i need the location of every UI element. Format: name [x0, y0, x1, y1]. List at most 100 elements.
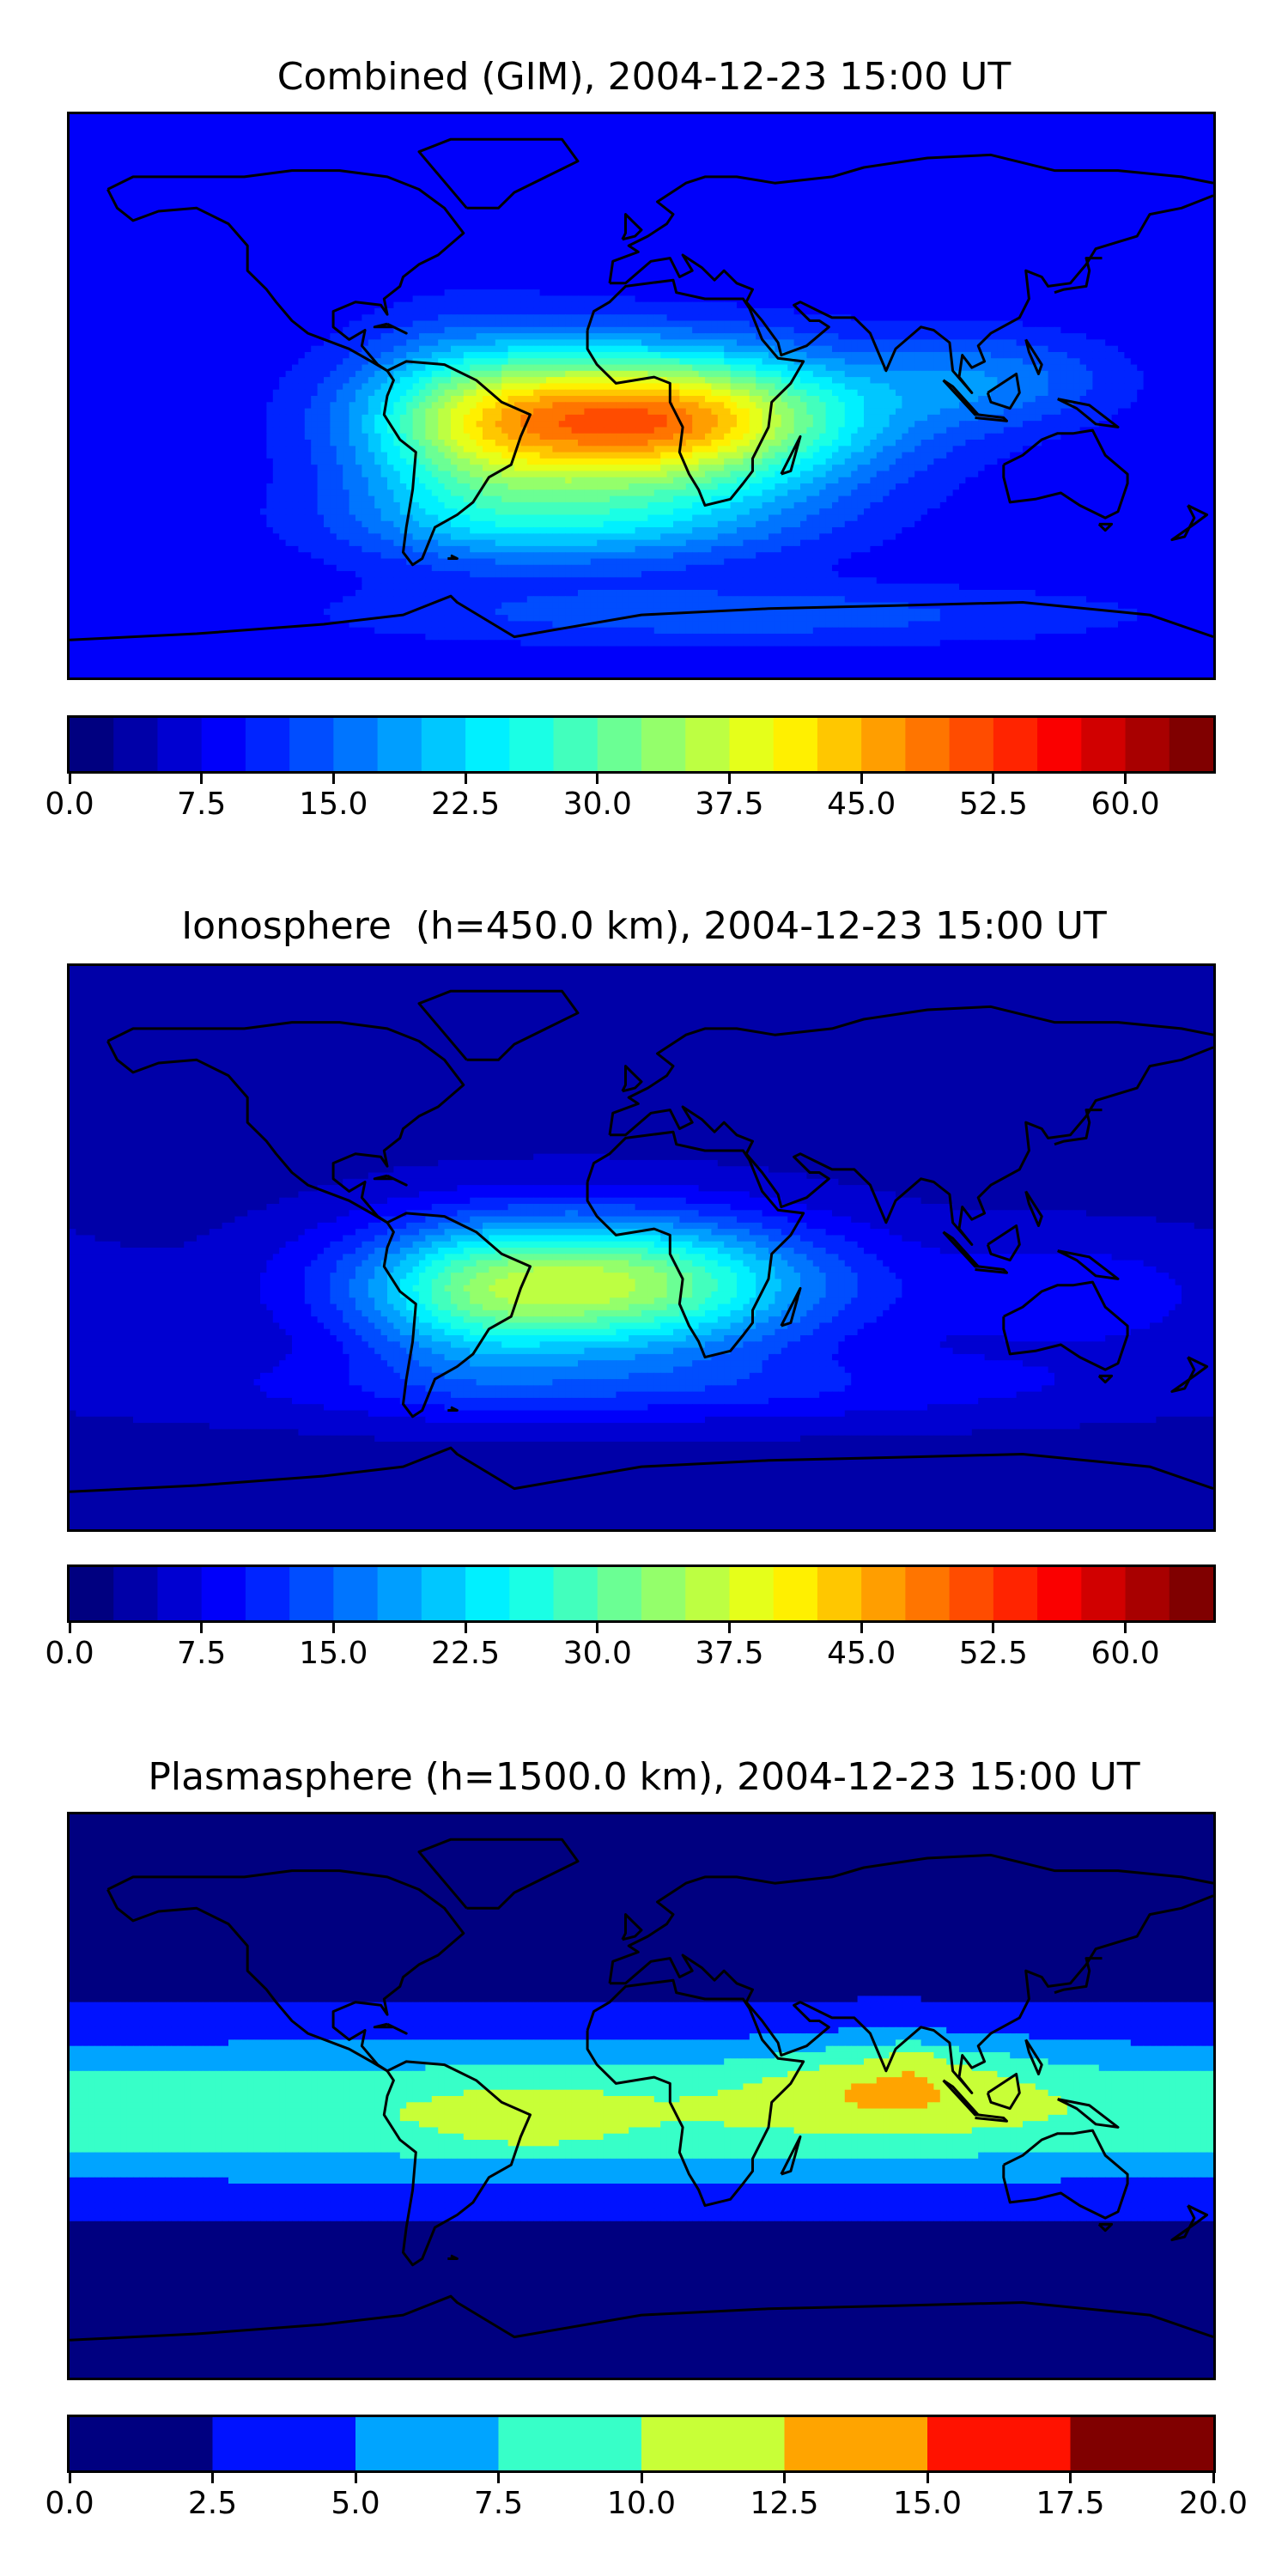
- colorbar-swatch-14: [685, 718, 730, 771]
- colorbar-swatch-4: [245, 1567, 290, 1620]
- colorbar-swatch-12: [597, 1567, 642, 1620]
- colorbar-swatch-17: [817, 718, 862, 771]
- coastline-5: [1002, 2129, 1129, 2220]
- coastline-13: [986, 2073, 1021, 2111]
- colorbar-tick-label: 20.0: [1179, 2487, 1248, 2521]
- coastline-8: [1054, 1957, 1103, 1995]
- colorbar-swatch-19: [905, 718, 951, 771]
- colorbar-swatch-3: [201, 718, 246, 771]
- colorbar-tick-label: 17.5: [1036, 2487, 1104, 2521]
- tec-map-combined: [67, 112, 1216, 680]
- coastline-9: [417, 1838, 580, 1910]
- coastline-3: [610, 194, 1213, 394]
- coastline-0: [106, 1021, 465, 1224]
- colorbar-tick-label: 45.0: [827, 787, 896, 822]
- colorbar-swatch-23: [1081, 1567, 1127, 1620]
- tec-field: [70, 114, 1213, 677]
- coastline-12: [975, 413, 1008, 422]
- colorbar-tick-label: 12.5: [750, 2487, 818, 2521]
- colorbar-tick-mark: [1212, 2473, 1215, 2483]
- colorbar-swatch-6: [333, 718, 379, 771]
- coastline-9: [417, 137, 580, 210]
- colorbar-swatch-17: [817, 1567, 862, 1620]
- coastline-14: [1057, 2098, 1120, 2129]
- colorbar-swatch-0: [70, 718, 114, 771]
- colorbar-tick-label: 45.0: [827, 1637, 896, 1671]
- coastline-7: [70, 1446, 1213, 1493]
- colorbar-tick-mark: [68, 774, 71, 784]
- coastline-19: [373, 1174, 408, 1187]
- colorbar-tick-label: 37.5: [695, 1637, 763, 1671]
- colorbar-tick-mark: [211, 2473, 214, 2483]
- colorbar-tick-label: 7.5: [474, 2487, 523, 2521]
- colorbar-tick-mark: [596, 774, 599, 784]
- colorbar-swatch-9: [465, 1567, 510, 1620]
- coastline-13: [986, 373, 1021, 410]
- chart-title-plasmasphere: Plasmasphere (h=1500.0 km), 2004-12-23 1…: [0, 1755, 1288, 1800]
- colorbar-swatch-21: [993, 1567, 1038, 1620]
- colorbar-swatch-18: [861, 718, 906, 771]
- colorbar-swatch-14: [685, 1567, 730, 1620]
- coastline-13: [986, 1224, 1021, 1262]
- colorbar-swatch-23: [1081, 718, 1127, 771]
- colorbar-tick-mark: [464, 774, 467, 784]
- colorbar-swatch-15: [729, 1567, 775, 1620]
- colorbar-swatch-1: [212, 2417, 356, 2470]
- colorbar-swatch-16: [773, 718, 818, 771]
- colorbar-combined: [67, 715, 1216, 774]
- colorbar-tick-mark: [464, 1623, 467, 1633]
- colorbar-swatch-21: [993, 718, 1038, 771]
- colorbar-swatch-19: [905, 1567, 951, 1620]
- colorbar-tick-mark: [331, 774, 335, 784]
- coastline-3: [610, 1894, 1213, 2094]
- colorbar-swatch-25: [1169, 1567, 1213, 1620]
- colorbar-tick-mark: [992, 774, 995, 784]
- coastline-6: [780, 1286, 802, 1327]
- colorbar-tick-label: 5.0: [331, 2487, 380, 2521]
- colorbar-swatch-0: [70, 1567, 114, 1620]
- coastline-6: [780, 2135, 802, 2176]
- colorbar-swatch-0: [70, 2417, 213, 2470]
- colorbar-tick-mark: [200, 774, 204, 784]
- coastline-10: [621, 1913, 643, 1941]
- colorbar-swatch-6: [333, 1567, 379, 1620]
- chart-title-ionosphere: Ionosphere (h=450.0 km), 2004-12-23 15:0…: [0, 904, 1288, 949]
- colorbar-swatch-4: [245, 718, 290, 771]
- colorbar-tick-mark: [1069, 2473, 1072, 2483]
- tec-map-ionosphere: [67, 963, 1216, 1532]
- coastline-4: [586, 1978, 805, 2208]
- colorbar-swatch-10: [509, 718, 555, 771]
- colorbar-swatch-7: [1070, 2417, 1213, 2470]
- coastline-2: [608, 1005, 1213, 1136]
- colorbar-swatch-25: [1169, 718, 1213, 771]
- coastline-8: [1054, 257, 1103, 295]
- tec-field: [70, 1814, 1213, 2378]
- colorbar-tick-mark: [926, 2473, 929, 2483]
- colorbar-tick-mark: [992, 1623, 995, 1633]
- colorbar-swatch-5: [289, 718, 334, 771]
- colorbar-tick-mark: [596, 1623, 599, 1633]
- colorbar-swatch-5: [784, 2417, 928, 2470]
- coastline-12: [975, 1265, 1008, 1274]
- colorbar-tick-label: 7.5: [177, 1637, 226, 1671]
- coastline-18: [1097, 1374, 1114, 1384]
- colorbar-plasmasphere: [67, 2415, 1216, 2473]
- coastline-15: [1024, 1190, 1043, 1227]
- colorbar-tick-label: 30.0: [563, 1637, 632, 1671]
- colorbar-tick-label: 2.5: [188, 2487, 237, 2521]
- colorbar-swatch-11: [553, 718, 598, 771]
- coastline-3: [610, 1046, 1213, 1246]
- colorbar-tick-label: 37.5: [695, 787, 763, 822]
- colorbar-swatch-1: [113, 1567, 158, 1620]
- colorbar-swatch-2: [157, 718, 203, 771]
- colorbar-tick-label: 60.0: [1091, 1637, 1159, 1671]
- coastline-11: [942, 2079, 980, 2117]
- coastline-14: [1057, 398, 1120, 428]
- coastline-2: [608, 153, 1213, 284]
- coastline-15: [1024, 338, 1043, 375]
- coastline-10: [621, 1065, 643, 1093]
- coastline-10: [621, 213, 643, 241]
- colorbar-tick-label: 30.0: [563, 787, 632, 822]
- colorbar-swatch-4: [641, 2417, 785, 2470]
- colorbar-swatch-20: [949, 1567, 994, 1620]
